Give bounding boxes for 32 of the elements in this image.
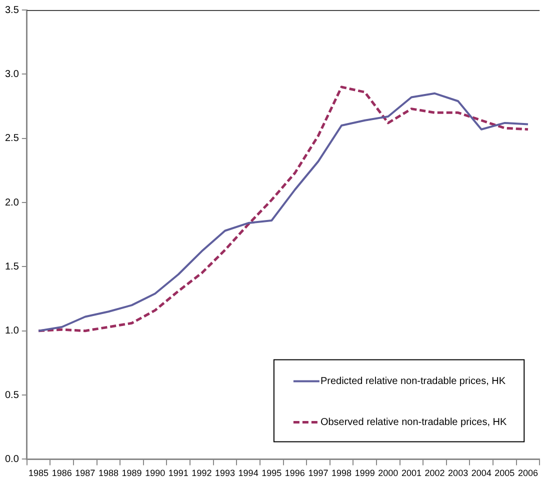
x-tick-label: 2005 [494,468,515,478]
y-tick-label: 0.0 [4,454,20,465]
x-tick-label: 1999 [354,468,375,478]
y-tick-label: 2.0 [4,197,20,208]
x-tick-label: 2000 [378,468,398,478]
y-tick-label: 2.5 [4,133,20,144]
x-tick-label: 1991 [168,468,188,478]
x-tick-label: 2001 [401,468,422,478]
legend-label: Observed relative non-tradable prices, HK [320,416,507,428]
x-tick-label: 1992 [192,468,212,478]
y-tick-label: 3.0 [4,68,20,80]
x-tick-label: 1997 [308,468,328,478]
x-tick-label: 1993 [214,468,236,478]
legend-label: Predicted relative non-tradable prices, HK [320,376,506,387]
y-tick-label: 0.5 [4,390,20,401]
x-tick-label: 1990 [145,468,166,478]
x-tick-label: 1986 [52,468,72,478]
y-tick-label: 1.5 [4,261,20,272]
x-tick-label: 1987 [75,468,96,478]
x-tick-label: 1988 [98,468,118,478]
x-tick-label: 2002 [424,468,445,478]
x-tick-label: 2004 [471,468,492,478]
y-tick-label: 3.5 [4,4,20,16]
x-tick-label: 1989 [122,468,142,478]
x-tick-label: 1995 [262,468,282,478]
x-tick-label: 1985 [28,468,49,478]
x-tick-label: 1996 [284,468,305,478]
x-tick-label: 2003 [448,468,468,478]
y-tick-label: 1.0 [4,326,20,337]
x-tick-label: 1994 [238,468,258,478]
x-tick-label: 1998 [332,468,352,478]
x-tick-label: 2006 [518,468,538,478]
